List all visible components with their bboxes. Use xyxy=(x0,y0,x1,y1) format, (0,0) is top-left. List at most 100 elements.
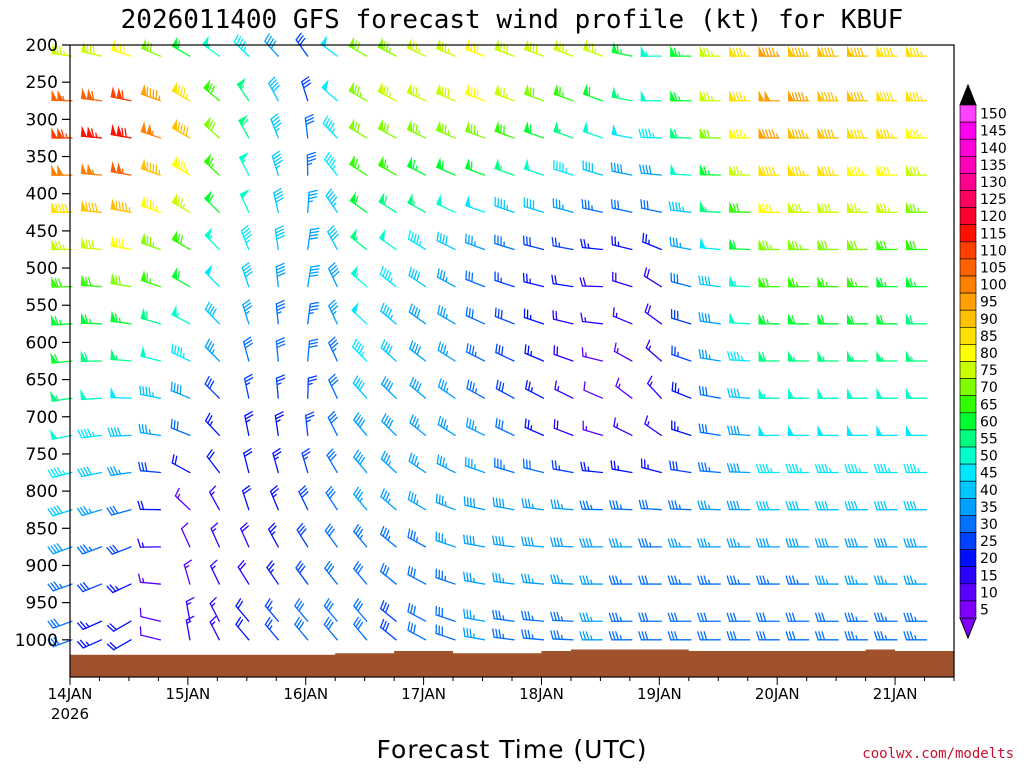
colorbar-label: 115 xyxy=(980,226,1007,242)
x-tick-label: 20JAN xyxy=(755,685,800,703)
wind-barb xyxy=(610,162,633,176)
wind-barb xyxy=(306,151,317,176)
y-tick-label: 650 xyxy=(26,371,58,391)
wind-barb xyxy=(171,118,191,139)
wind-barb xyxy=(699,90,721,102)
wind-barb xyxy=(238,114,250,139)
colorbar-swatch xyxy=(959,224,977,243)
wind-barb xyxy=(788,424,810,437)
wind-barb xyxy=(435,531,456,548)
wind-barb xyxy=(298,485,309,511)
wind-barb xyxy=(905,201,928,213)
wind-barb xyxy=(608,575,633,585)
wind-barb xyxy=(140,232,162,251)
y-tick-label: 950 xyxy=(26,594,58,614)
wind-barb xyxy=(817,313,839,325)
wind-barb xyxy=(727,351,751,362)
wind-barb xyxy=(667,575,692,585)
wind-barb xyxy=(106,620,132,632)
colorbar-swatch xyxy=(959,532,977,550)
wind-barb xyxy=(729,201,751,213)
wind-barb xyxy=(610,199,633,213)
wind-barb xyxy=(697,575,721,585)
wind-barb xyxy=(209,615,220,641)
wind-barb xyxy=(435,83,456,102)
credit-link[interactable]: coolwx.com/modelts xyxy=(862,746,1014,762)
wind-barb xyxy=(77,639,103,649)
wind-barb xyxy=(492,572,515,585)
wind-barb xyxy=(671,420,692,437)
wind-barb xyxy=(295,560,309,585)
colorbar-label: 60 xyxy=(980,414,998,430)
wind-barb xyxy=(640,90,662,102)
wind-barb xyxy=(264,598,279,622)
wind-barb xyxy=(409,414,427,437)
wind-barb xyxy=(846,164,869,176)
wind-barb xyxy=(47,543,73,555)
wind-barb xyxy=(905,238,928,251)
wind-barb xyxy=(140,270,162,288)
wind-barb xyxy=(758,387,780,399)
wind-barb xyxy=(436,194,456,213)
wind-barb xyxy=(171,192,191,213)
wind-barb xyxy=(379,525,397,548)
wind-barb xyxy=(873,612,898,622)
wind-barb xyxy=(264,616,279,641)
wind-barb xyxy=(756,463,780,474)
wind-barb xyxy=(465,456,486,474)
wind-barb xyxy=(321,79,338,102)
wind-barb xyxy=(243,373,254,399)
colorbar-swatch xyxy=(959,241,977,260)
wind-barb xyxy=(638,538,662,548)
wind-barb xyxy=(407,490,427,511)
wind-barb xyxy=(579,631,604,641)
wind-barb xyxy=(50,390,73,402)
wind-barb xyxy=(814,501,839,511)
wind-barb xyxy=(80,389,103,401)
wind-barb xyxy=(238,151,250,176)
wind-barb xyxy=(817,127,839,139)
colorbar-swatch xyxy=(959,395,977,414)
colorbar-swatch xyxy=(959,138,977,157)
wind-barb xyxy=(667,538,692,548)
wind-barb xyxy=(876,424,898,437)
wind-barb xyxy=(729,90,751,102)
wind-barb xyxy=(671,345,692,362)
wind-barb xyxy=(495,379,515,399)
wind-barb xyxy=(51,238,73,251)
wind-barb xyxy=(817,350,839,362)
wind-barb xyxy=(553,121,574,139)
wind-barb xyxy=(521,498,545,511)
wind-barb xyxy=(788,45,810,57)
wind-barb xyxy=(294,616,309,641)
wind-barb xyxy=(239,189,250,213)
wind-barb xyxy=(377,118,397,139)
wind-barb xyxy=(204,301,220,325)
wind-barb xyxy=(348,118,368,139)
wind-barb-layer xyxy=(47,32,928,651)
colorbar-swatch xyxy=(959,190,977,208)
wind-barb xyxy=(785,463,810,474)
wind-barb xyxy=(204,227,220,251)
wind-barb xyxy=(726,463,751,474)
wind-barb xyxy=(275,262,286,288)
colorbar-swatch xyxy=(959,515,977,533)
wind-barb xyxy=(349,191,368,213)
wind-barb xyxy=(817,424,839,437)
wind-barb xyxy=(171,81,191,102)
wind-barb xyxy=(353,561,368,585)
wind-barb xyxy=(242,299,253,325)
colorbar-swatch xyxy=(959,344,977,362)
colorbar-swatch xyxy=(959,173,977,191)
wind-barb xyxy=(76,544,103,555)
wind-barb xyxy=(353,486,368,511)
wind-barb xyxy=(698,275,721,288)
wind-barb xyxy=(110,235,132,251)
wind-barb xyxy=(699,45,721,57)
colorbar-swatch xyxy=(959,121,977,140)
wind-barb xyxy=(381,376,397,399)
colorbar-label: 130 xyxy=(980,175,1007,191)
wind-barb xyxy=(353,523,368,548)
wind-barb xyxy=(325,485,338,511)
